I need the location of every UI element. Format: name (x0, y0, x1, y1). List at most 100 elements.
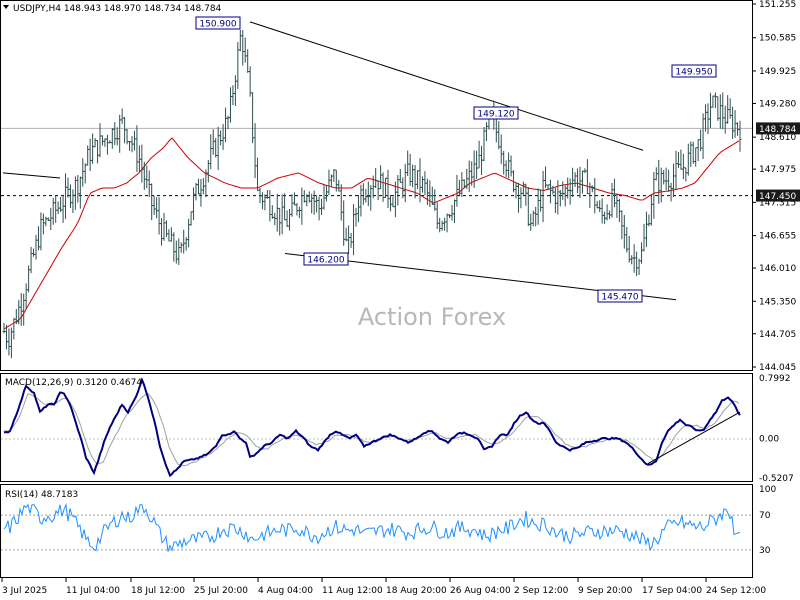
ohlc-bar (541, 170, 545, 223)
time-tick-label: 26 Aug 04:00 (450, 586, 511, 596)
ohlc-bar (243, 37, 247, 63)
ohlc-bar (118, 114, 122, 153)
ohlc-bar (630, 255, 634, 265)
ohlc-bar (649, 193, 653, 226)
ohlc-bar (716, 96, 720, 121)
ohlc-bar (590, 185, 594, 193)
ohlc-bar (467, 160, 471, 192)
ohlc-bar (674, 150, 678, 190)
ohlc-bar (231, 85, 235, 106)
ohlc-bar (164, 220, 168, 237)
ohlc-bar (425, 178, 429, 206)
rsi-level-lines (1, 514, 752, 551)
ohlc-bar (411, 164, 415, 188)
ohlc-bar (155, 197, 159, 219)
ohlc-bar (256, 157, 260, 191)
collapse-triangle-icon[interactable] (3, 5, 9, 9)
ohlc-bar (704, 104, 708, 132)
ohlc-bar (406, 150, 410, 177)
price-tick-label: 149.280 (759, 99, 796, 109)
ohlc-bar (440, 220, 444, 231)
rsi-tick-label: 70 (759, 511, 771, 521)
ohlc-bar (578, 166, 582, 199)
ohlc-bar (22, 293, 26, 326)
time-axis: 3 Jul 2025 11 Jul 04:00 18 Jul 12:00 25 Jul… (1, 578, 766, 596)
ohlc-bar (721, 92, 725, 130)
price-level-label: 149.120 (473, 106, 519, 120)
ohlc-bar (708, 92, 712, 128)
ohlc-bar (322, 184, 326, 210)
ohlc-bar (384, 177, 388, 198)
ohlc-bar (445, 213, 449, 233)
ohlc-bar (162, 212, 166, 241)
ohlc-bar (150, 183, 154, 221)
time-tick-label: 11 Jul 04:00 (66, 586, 120, 596)
ohlc-bar (320, 198, 324, 216)
price-tick-label: 144.045 (759, 363, 796, 373)
price-tick-label: 150.585 (759, 34, 796, 44)
price-tick-label: 144.705 (759, 330, 796, 340)
ohlc-bar (268, 190, 272, 222)
ohlc-bar (182, 229, 186, 254)
ohlc-bar (49, 207, 53, 231)
ohlc-bar (135, 125, 139, 172)
time-tick-label: 24 Sep 12:00 (706, 586, 766, 596)
ohlc-bar (620, 210, 624, 240)
ohlc-bar (285, 210, 289, 227)
ohlc-bar (669, 182, 673, 202)
price-level-label: 145.470 (597, 289, 643, 303)
ohlc-bar (723, 105, 727, 134)
ohlc-bar (667, 169, 671, 192)
ohlc-bar (450, 204, 454, 221)
ohlc-bar (504, 160, 508, 177)
ohlc-bar (539, 189, 543, 212)
ohlc-bar (573, 172, 577, 187)
ohlc-bar (332, 169, 336, 183)
ohlc-bar (647, 214, 651, 227)
ohlc-bar (211, 129, 215, 155)
ohlc-bar (443, 217, 447, 231)
ohlc-bar (228, 87, 232, 123)
ohlc-bar (366, 181, 370, 207)
macd-tick-label: 0.7992 (759, 374, 791, 384)
ohlc-bar (209, 134, 213, 170)
ohlc-bar (68, 184, 72, 209)
ohlc-bar (553, 187, 557, 214)
ohlc-bar (605, 204, 609, 221)
ohlc-bar (600, 198, 604, 224)
macd-tick-label: -0.5207 (759, 474, 794, 484)
ohlc-bar (76, 174, 80, 203)
price-tag: 147.450 (756, 189, 800, 202)
ohlc-bar (354, 207, 358, 227)
price-level-labels: 150.900 149.120 149.950 146.200 145.470 (195, 16, 717, 303)
ohlc-bar (64, 173, 68, 220)
time-tick-label: 25 Jul 20:00 (194, 586, 248, 596)
price-level-label: 149.950 (671, 64, 717, 78)
ohlc-bar (361, 183, 365, 205)
ohlc-bar (174, 240, 178, 264)
ohlc-bar (327, 169, 331, 195)
ohlc-bar (509, 155, 513, 177)
macd-main-line (3, 377, 741, 478)
ohlc-bar (694, 147, 698, 167)
ohlc-bar (731, 106, 735, 139)
ohlc-bar (292, 192, 296, 206)
price-tick-label: 147.315 (759, 198, 796, 208)
ohlc-bar (113, 122, 117, 145)
rsi-panel-frame (0, 484, 753, 578)
ohlc-bar (477, 140, 481, 169)
ohlc-bar (455, 174, 459, 207)
ohlc-bar (199, 178, 203, 207)
ohlc-bar (519, 187, 523, 209)
ohlc-bar (662, 169, 666, 185)
ohlc-bar (280, 194, 284, 235)
ohlc-bar (39, 212, 43, 251)
ohlc-bar (580, 170, 584, 194)
time-tick-label: 11 Aug 12:00 (322, 586, 383, 596)
ohlc-bar (644, 211, 648, 248)
ohlc-bar (521, 181, 525, 196)
ohlc-bar (88, 138, 92, 171)
svg-text:145.470: 145.470 (601, 293, 638, 303)
ohlc-bars (2, 29, 742, 359)
